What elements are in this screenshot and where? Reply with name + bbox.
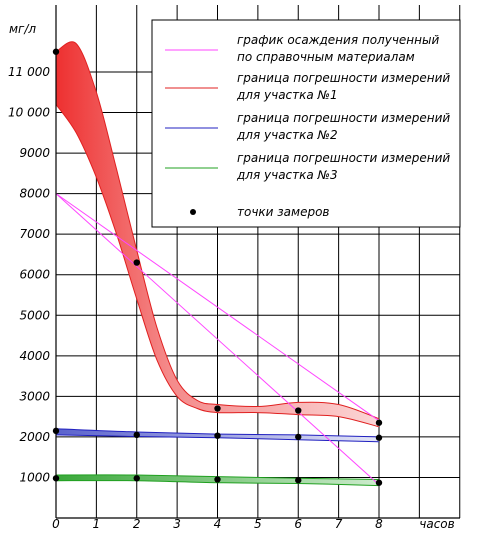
legend-label-band2: граница погрешности измерений <box>237 111 450 125</box>
measurement-point <box>295 477 302 484</box>
tick-labels: 0 1 2 3 4 5 6 7 8 1000 2000 3000 4000 5000 6000 7000 800… <box>8 22 455 531</box>
measurement-points <box>52 48 383 486</box>
x-tick-label: 1 <box>93 517 101 531</box>
y-axis-title: мг/л <box>9 22 36 36</box>
measurement-point <box>52 475 60 482</box>
x-tick-label: 8 <box>375 517 383 531</box>
band-1-lower-line <box>55 104 380 428</box>
measurement-point <box>214 476 221 483</box>
measurement-point <box>52 48 60 55</box>
measurement-point <box>133 259 140 266</box>
y-tick-label: 9000 <box>19 146 50 160</box>
reference-line-2 <box>55 193 380 486</box>
measurement-point <box>295 407 302 414</box>
legend-label-reference: график осаждения полученный <box>237 33 439 47</box>
legend-label-points: точки замеров <box>237 205 329 219</box>
y-tick-label: 3000 <box>19 389 50 403</box>
y-tick-label: 10 000 <box>8 106 50 120</box>
y-tick-label: 11 000 <box>8 65 50 79</box>
x-tick-label: 6 <box>294 517 302 531</box>
legend: график осаждения полученный по справочным… <box>151 19 461 228</box>
measurement-point <box>214 432 221 439</box>
x-tick-label: 7 <box>335 517 343 531</box>
band-3-lower-line <box>55 480 380 487</box>
measurement-point <box>52 427 60 435</box>
x-tick-label: 0 <box>52 517 60 531</box>
band-1-upper-line <box>55 41 380 420</box>
reference-line-1 <box>55 193 380 422</box>
reference-lines <box>55 193 380 486</box>
x-axis-title: часов <box>419 517 454 531</box>
x-tick-label: 4 <box>214 517 222 531</box>
y-tick-label: 1000 <box>19 470 50 484</box>
legend-label-band3: граница погрешности измерений <box>237 151 450 165</box>
x-tick-label: 2 <box>133 517 141 531</box>
measurement-point <box>375 419 383 426</box>
measurement-point <box>375 479 383 486</box>
y-tick-label: 4000 <box>19 349 50 363</box>
legend-label-reference: по справочным материалам <box>237 50 415 64</box>
measurement-point <box>214 405 221 412</box>
x-tick-label: 3 <box>173 517 181 531</box>
y-tick-label: 8000 <box>19 187 50 201</box>
legend-label-band2: для участка №2 <box>236 128 338 142</box>
legend-point-marker <box>190 209 196 215</box>
measurement-point <box>133 475 140 482</box>
y-tick-label: 6000 <box>19 268 50 282</box>
x-tick-label: 5 <box>254 517 262 531</box>
y-tick-label: 5000 <box>19 308 50 322</box>
y-tick-label: 7000 <box>19 227 50 241</box>
legend-box <box>151 19 461 228</box>
y-tick-label: 2000 <box>19 430 50 444</box>
band-1-fill <box>56 41 379 427</box>
legend-label-band3: для участка №3 <box>236 168 338 182</box>
measurement-point <box>295 433 302 441</box>
measurement-point <box>375 434 383 441</box>
legend-label-band1: граница погрешности измерений <box>237 71 450 85</box>
measurement-point <box>133 431 140 439</box>
legend-label-band1: для участка №1 <box>236 88 338 102</box>
